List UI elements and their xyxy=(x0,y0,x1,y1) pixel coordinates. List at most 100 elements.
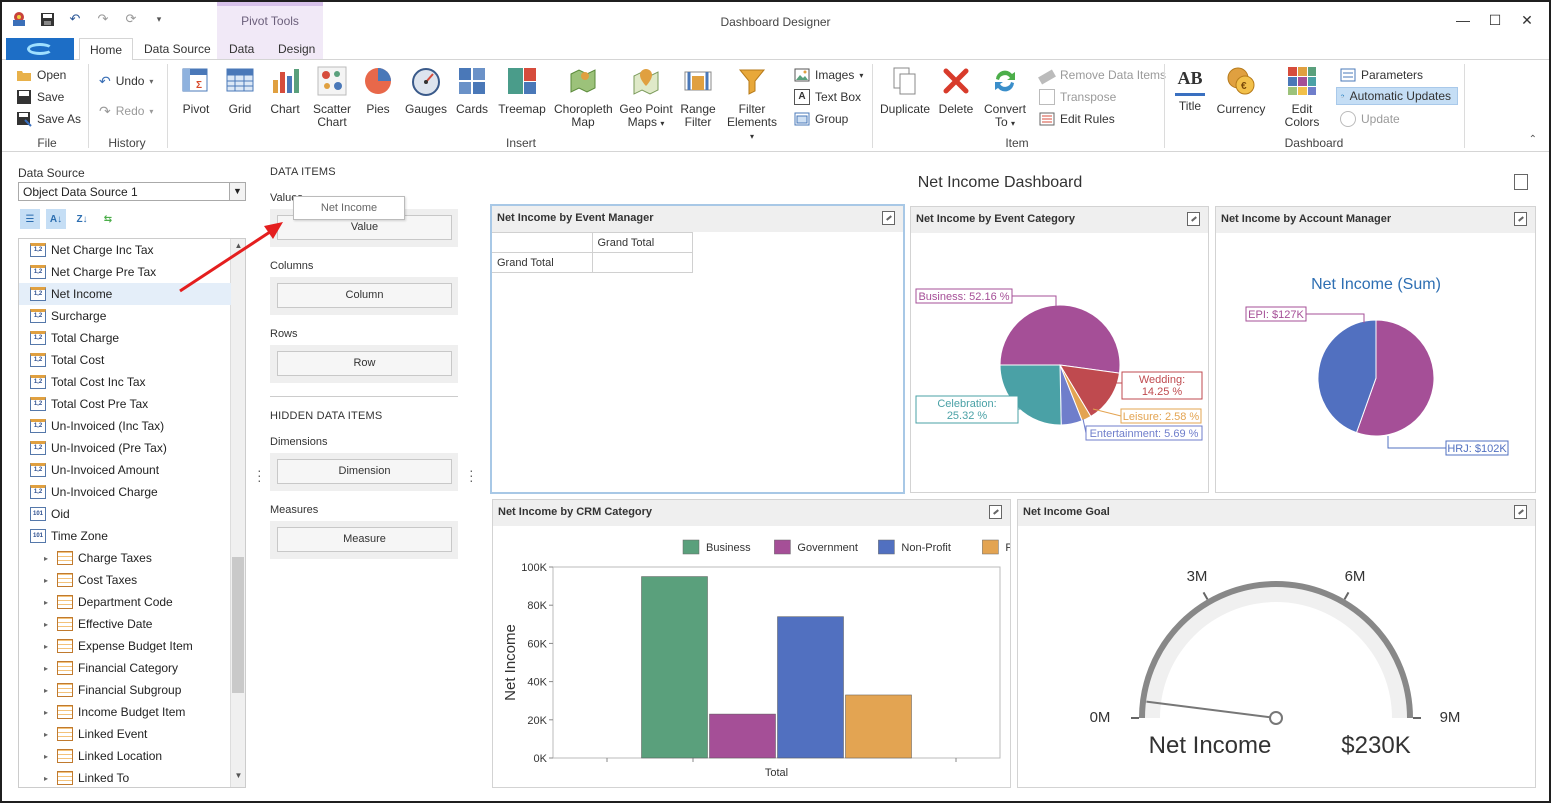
bar[interactable] xyxy=(709,713,776,759)
pivot-row-header[interactable]: Grand Total xyxy=(492,252,593,273)
refresh-icon[interactable]: ⟳ xyxy=(125,11,137,26)
bar[interactable] xyxy=(641,576,708,759)
field-list[interactable]: ▲ ▼ 1,2 Net Charge Inc Tax 1,2 Net Charge P… xyxy=(18,238,246,788)
tab-home[interactable]: Home xyxy=(79,38,134,61)
delete-button[interactable]: Delete xyxy=(936,66,976,116)
sort-descending-icon[interactable]: Z↓ xyxy=(76,213,88,225)
field-item[interactable]: 1,2 Net Income xyxy=(19,283,231,305)
app-icon[interactable] xyxy=(10,10,28,28)
field-item[interactable]: 1,2 Un-Invoiced Charge xyxy=(19,481,231,503)
redo-icon[interactable]: ↷ xyxy=(97,11,109,26)
geo-point-maps-button[interactable]: Geo Point Maps ▾ xyxy=(619,66,673,130)
field-group-item[interactable]: ▸ Linked Location xyxy=(19,745,231,767)
choropleth-map-button[interactable]: Choropleth Map xyxy=(554,66,613,129)
field-item[interactable]: 101 Oid xyxy=(19,503,231,525)
gauge-card-net-income-goal[interactable]: Net Income Goal 0M 3M 6M 9M Net Income $230K xyxy=(1017,499,1536,788)
pivot-card-event-manager[interactable]: Net Income by Event Manager Grand Total … xyxy=(490,204,905,494)
text-box-button[interactable]: A Text Box xyxy=(794,88,861,106)
data-source-dropdown[interactable]: Object Data Source 1 ▼ xyxy=(18,182,246,201)
pie-card-account-manager[interactable]: Net Income by Account Manager Net Income… xyxy=(1215,206,1536,493)
field-item[interactable]: 1,2 Un-Invoiced (Inc Tax) xyxy=(19,415,231,437)
expand-arrow-icon[interactable]: ▸ xyxy=(44,553,49,563)
resize-handle-icon[interactable]: · · · xyxy=(257,462,262,488)
export-icon[interactable] xyxy=(1187,212,1200,226)
bar[interactable] xyxy=(845,694,912,759)
export-icon[interactable] xyxy=(1514,212,1527,226)
currency-button[interactable]: € Currency xyxy=(1215,66,1267,116)
pie-slice[interactable] xyxy=(1317,319,1377,434)
bar-card-crm-category[interactable]: Net Income by CRM Category Business Gover… xyxy=(492,499,1011,788)
treemap-button[interactable]: Treemap xyxy=(498,66,546,116)
edit-rules-button[interactable]: Edit Rules xyxy=(1039,110,1115,128)
tab-data[interactable]: Data xyxy=(229,42,255,56)
expand-arrow-icon[interactable]: ▸ xyxy=(44,685,49,695)
edit-colors-button[interactable]: Edit Colors xyxy=(1273,66,1331,129)
scroll-down-icon[interactable]: ▼ xyxy=(234,771,243,780)
field-group-item[interactable]: ▸ Expense Budget Item xyxy=(19,635,231,657)
export-dashboard-icon[interactable] xyxy=(1514,174,1528,190)
group-by-type-icon[interactable]: ☰ xyxy=(20,209,40,229)
field-item[interactable]: 101 Time Zone xyxy=(19,525,231,547)
sort-ascending-icon[interactable]: A↓ xyxy=(46,209,66,229)
update-button[interactable]: Update xyxy=(1340,110,1400,128)
collapse-ribbon-icon[interactable]: ⌃ xyxy=(1528,134,1537,145)
field-item[interactable]: 1,2 Total Charge xyxy=(19,327,231,349)
legend-swatch[interactable] xyxy=(982,539,999,555)
save-button[interactable]: Save xyxy=(16,88,64,106)
expand-arrow-icon[interactable]: ▸ xyxy=(44,707,49,717)
group-button[interactable]: Group xyxy=(794,110,848,128)
pie-slice[interactable] xyxy=(999,304,1121,374)
scroll-up-icon[interactable]: ▲ xyxy=(234,241,243,250)
redo-button[interactable]: ↷ Redo ▾ xyxy=(99,102,153,120)
duplicate-button[interactable]: Duplicate xyxy=(880,66,930,116)
row-drop-button[interactable]: Row xyxy=(277,351,452,376)
transpose-button[interactable]: Transpose xyxy=(1039,88,1116,106)
file-tab[interactable] xyxy=(6,38,74,60)
parameters-button[interactable]: Parameters xyxy=(1340,66,1423,84)
save-as-button[interactable]: Save As xyxy=(16,110,81,128)
field-group-item[interactable]: ▸ Linked Event xyxy=(19,723,231,745)
tab-data-source[interactable]: Data Source xyxy=(144,42,211,56)
maximize-icon[interactable]: ☐ xyxy=(1488,11,1502,28)
field-group-item[interactable]: ▸ Financial Category xyxy=(19,657,231,679)
field-group-item[interactable]: ▸ Effective Date xyxy=(19,613,231,635)
field-item[interactable]: 1,2 Total Cost Pre Tax xyxy=(19,393,231,415)
dimension-drop-button[interactable]: Dimension xyxy=(277,459,452,484)
field-group-item[interactable]: ▸ Income Budget Item xyxy=(19,701,231,723)
field-item[interactable]: 1,2 Surcharge xyxy=(19,305,231,327)
pivot-column-header[interactable]: Grand Total xyxy=(591,232,693,253)
field-item[interactable]: 1,2 Un-Invoiced (Pre Tax) xyxy=(19,437,231,459)
chart-button[interactable]: Chart xyxy=(267,66,303,116)
open-button[interactable]: Open xyxy=(16,66,66,84)
resize-handle-icon[interactable]: · · · xyxy=(469,462,474,488)
automatic-updates-toggle[interactable]: Automatic Updates xyxy=(1336,87,1458,105)
field-item[interactable]: 1,2 Total Cost xyxy=(19,349,231,371)
expand-arrow-icon[interactable]: ▸ xyxy=(44,575,49,585)
legend-swatch[interactable] xyxy=(682,539,700,555)
images-button[interactable]: Images ▾ xyxy=(794,66,863,84)
field-item[interactable]: 1,2 Un-Invoiced Amount xyxy=(19,459,231,481)
expand-arrow-icon[interactable]: ▸ xyxy=(44,619,49,629)
legend-swatch[interactable] xyxy=(878,539,895,555)
column-drop-button[interactable]: Column xyxy=(277,283,452,308)
gauges-button[interactable]: Gauges xyxy=(404,66,448,116)
undo-icon[interactable]: ↶ xyxy=(69,11,81,26)
expand-arrow-icon[interactable]: ▸ xyxy=(44,751,49,761)
legend-swatch[interactable] xyxy=(774,539,791,555)
field-group-item[interactable]: ▸ Cost Taxes xyxy=(19,569,231,591)
field-group-item[interactable]: ▸ Linked To xyxy=(19,767,231,787)
convert-to-button[interactable]: Convert To ▾ xyxy=(982,66,1028,130)
chevron-down-icon[interactable]: ▼ xyxy=(229,183,245,200)
pie-slice[interactable] xyxy=(1059,364,1121,418)
field-group-item[interactable]: ▸ Financial Subgroup xyxy=(19,679,231,701)
measure-drop-button[interactable]: Measure xyxy=(277,527,452,552)
pie-card-event-category[interactable]: Net Income by Event Category Business: 5… xyxy=(910,206,1209,493)
expand-arrow-icon[interactable]: ▸ xyxy=(44,597,49,607)
title-button[interactable]: AB Title xyxy=(1172,66,1208,113)
field-group-item[interactable]: ▸ Department Code xyxy=(19,591,231,613)
scrollbar-thumb[interactable] xyxy=(232,557,244,693)
expand-arrow-icon[interactable]: ▸ xyxy=(44,773,49,783)
remove-data-items-button[interactable]: Remove Data Items xyxy=(1038,66,1166,85)
export-icon[interactable] xyxy=(882,211,895,225)
expand-arrow-icon[interactable]: ▸ xyxy=(44,641,49,651)
